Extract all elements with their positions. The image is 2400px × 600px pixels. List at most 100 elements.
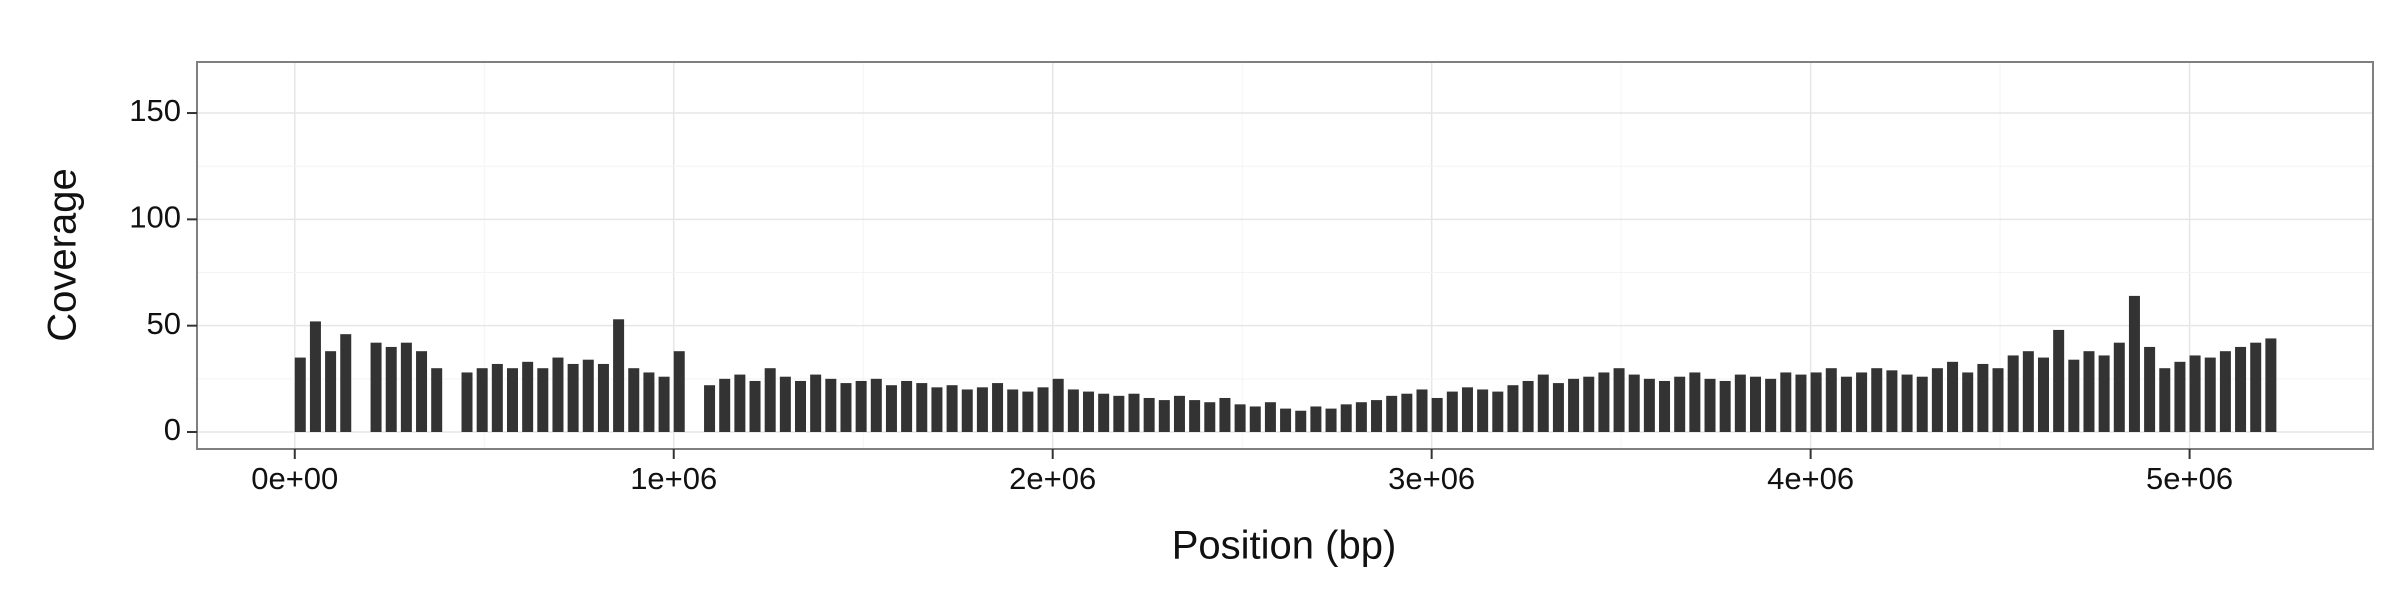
bar <box>1401 393 1413 432</box>
bar <box>1249 406 1261 432</box>
bar <box>400 342 412 432</box>
bar <box>1613 368 1625 432</box>
bar <box>2235 346 2247 432</box>
bar <box>901 380 913 432</box>
bar <box>2265 338 2277 432</box>
bar <box>810 374 822 432</box>
bar <box>567 363 579 432</box>
bar <box>1386 395 1398 432</box>
bar <box>1886 370 1898 432</box>
bar <box>1416 389 1428 432</box>
bar <box>1113 395 1125 432</box>
x-tick-label: 2e+06 <box>1009 461 1096 496</box>
bar <box>582 359 594 432</box>
bar <box>673 351 685 432</box>
bar <box>1598 372 1610 432</box>
bar <box>1795 374 1807 432</box>
bar <box>613 319 625 432</box>
x-tick-label: 3e+06 <box>1388 461 1475 496</box>
bar <box>749 380 761 432</box>
x-tick-label: 1e+06 <box>630 461 717 496</box>
bar <box>1947 361 1959 432</box>
bar <box>1719 380 1731 432</box>
plot-border <box>196 61 2374 450</box>
bar <box>294 357 306 432</box>
bar <box>1522 380 1534 432</box>
x-tick-label: 5e+06 <box>2146 461 2233 496</box>
bar <box>1325 408 1337 432</box>
bar <box>1143 397 1155 432</box>
bar <box>537 368 549 432</box>
bar <box>522 361 534 432</box>
bar <box>1083 391 1095 432</box>
bar <box>2219 351 2231 432</box>
bar <box>1022 391 1034 432</box>
bar <box>1749 376 1761 432</box>
y-tick-label: 150 <box>129 93 181 128</box>
y-axis-title: Coverage <box>41 168 85 341</box>
bar <box>2022 351 2034 432</box>
bar <box>1446 391 1458 432</box>
bar <box>1052 378 1064 432</box>
bar <box>658 376 670 432</box>
bar <box>2174 361 2186 432</box>
y-tick-label: 50 <box>147 306 181 341</box>
bar <box>1871 368 1883 432</box>
bar <box>2189 355 2201 432</box>
x-tick-label: 4e+06 <box>1767 461 1854 496</box>
bar <box>1264 402 1276 432</box>
bar <box>1916 376 1928 432</box>
bar <box>1355 402 1367 432</box>
bar <box>2128 295 2140 432</box>
bar <box>2113 342 2125 432</box>
bar <box>1689 372 1701 432</box>
bar <box>491 363 503 432</box>
bar <box>506 368 518 432</box>
bar <box>1219 397 1231 432</box>
bar <box>1674 376 1686 432</box>
bar <box>825 378 837 432</box>
x-tick-label: 0e+00 <box>251 461 338 496</box>
bar <box>1492 391 1504 432</box>
bar <box>2007 355 2019 432</box>
bar <box>1628 374 1640 432</box>
bars <box>294 295 2277 432</box>
bar <box>764 368 776 432</box>
y-tick-label: 100 <box>129 200 181 235</box>
bar <box>643 372 655 432</box>
bar <box>1189 400 1201 432</box>
bar <box>2204 357 2216 432</box>
bar <box>855 380 867 432</box>
bar <box>2098 355 2110 432</box>
bar <box>1780 372 1792 432</box>
bar <box>1067 389 1079 432</box>
x-axis-title: Position (bp) <box>1172 524 1397 568</box>
bar <box>1810 372 1822 432</box>
bar <box>1931 368 1943 432</box>
bar <box>1568 378 1580 432</box>
bar <box>1856 372 1868 432</box>
bar <box>1704 378 1716 432</box>
bar <box>1507 385 1519 432</box>
bar <box>340 334 352 432</box>
bar <box>2068 359 2080 432</box>
bar <box>916 383 928 432</box>
bar <box>2083 351 2095 432</box>
bar <box>1840 376 1852 432</box>
bar <box>704 385 716 432</box>
bar <box>1158 400 1170 432</box>
bar <box>1734 374 1746 432</box>
bar <box>1537 374 1549 432</box>
bar <box>370 342 382 432</box>
bar <box>1992 368 2004 432</box>
bar <box>1280 408 1292 432</box>
bar <box>628 368 640 432</box>
bar <box>1310 406 1322 432</box>
bar <box>885 385 897 432</box>
bar <box>1295 410 1307 432</box>
bar <box>976 387 988 432</box>
bar <box>1007 389 1019 432</box>
bar <box>734 374 746 432</box>
bar <box>2250 342 2262 432</box>
